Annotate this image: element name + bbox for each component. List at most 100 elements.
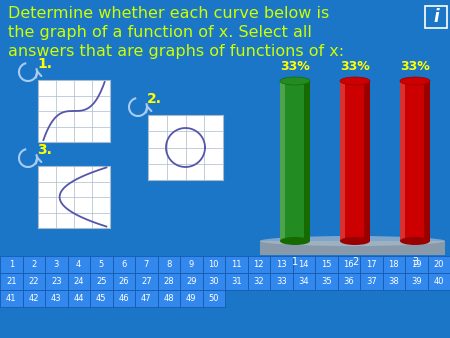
Bar <box>270 256 292 273</box>
Bar <box>400 81 405 241</box>
Bar <box>22 256 45 273</box>
Text: 5: 5 <box>99 260 104 269</box>
Bar <box>90 273 112 290</box>
Bar <box>400 81 430 241</box>
Text: 3: 3 <box>54 260 59 269</box>
Bar <box>68 256 90 273</box>
Bar <box>180 256 202 273</box>
Ellipse shape <box>400 237 430 245</box>
Bar <box>382 256 405 273</box>
Bar <box>45 256 68 273</box>
Text: 29: 29 <box>186 277 197 286</box>
Text: 1: 1 <box>292 257 298 267</box>
Text: 31: 31 <box>231 277 242 286</box>
Text: 2: 2 <box>352 257 358 267</box>
Bar <box>38 166 110 228</box>
Bar <box>364 81 370 241</box>
Bar <box>68 273 90 290</box>
Text: 9: 9 <box>189 260 194 269</box>
Bar <box>340 81 370 241</box>
Text: 44: 44 <box>73 294 84 303</box>
Text: 50: 50 <box>208 294 219 303</box>
Text: 28: 28 <box>163 277 174 286</box>
Bar <box>158 290 180 307</box>
Text: 34: 34 <box>298 277 309 286</box>
Text: 12: 12 <box>253 260 264 269</box>
Bar <box>425 6 447 28</box>
Bar <box>304 81 310 241</box>
Text: 7: 7 <box>144 260 149 269</box>
Text: 42: 42 <box>28 294 39 303</box>
Text: 14: 14 <box>298 260 309 269</box>
Bar <box>280 81 310 241</box>
Text: 19: 19 <box>411 260 422 269</box>
Bar <box>315 256 338 273</box>
Text: 24: 24 <box>73 277 84 286</box>
Bar <box>405 256 428 273</box>
Bar <box>338 273 360 290</box>
Bar <box>338 256 360 273</box>
Bar <box>248 256 270 273</box>
Bar <box>428 256 450 273</box>
Text: 49: 49 <box>186 294 197 303</box>
Text: i: i <box>433 8 439 26</box>
Bar <box>292 273 315 290</box>
Bar <box>424 81 430 241</box>
Bar <box>180 273 202 290</box>
Bar <box>22 273 45 290</box>
Text: 25: 25 <box>96 277 107 286</box>
Text: 45: 45 <box>96 294 107 303</box>
Ellipse shape <box>280 237 310 245</box>
Text: 16: 16 <box>343 260 354 269</box>
Text: 33%: 33% <box>280 60 310 73</box>
Text: 11: 11 <box>231 260 242 269</box>
Text: 36: 36 <box>343 277 354 286</box>
Bar <box>202 273 225 290</box>
Bar <box>112 256 135 273</box>
Text: 39: 39 <box>411 277 422 286</box>
Bar <box>360 256 382 273</box>
Text: 48: 48 <box>163 294 174 303</box>
Bar <box>38 80 110 142</box>
Bar <box>428 273 450 290</box>
Text: 22: 22 <box>28 277 39 286</box>
Bar <box>68 290 90 307</box>
Text: 15: 15 <box>321 260 332 269</box>
Text: 38: 38 <box>388 277 399 286</box>
Bar <box>148 115 223 180</box>
Bar <box>315 273 338 290</box>
Text: 26: 26 <box>118 277 129 286</box>
Text: 2: 2 <box>31 260 36 269</box>
Text: 13: 13 <box>276 260 287 269</box>
Bar <box>292 256 315 273</box>
Bar <box>360 273 382 290</box>
Bar <box>135 290 158 307</box>
Bar <box>0 290 22 307</box>
Text: 1.: 1. <box>37 57 52 71</box>
Text: 35: 35 <box>321 277 332 286</box>
Bar <box>90 256 112 273</box>
Text: 3.: 3. <box>37 143 52 157</box>
Text: 33%: 33% <box>340 60 370 73</box>
Text: 43: 43 <box>51 294 62 303</box>
Text: 32: 32 <box>253 277 264 286</box>
Text: 33: 33 <box>276 277 287 286</box>
Bar <box>135 256 158 273</box>
Ellipse shape <box>400 77 430 85</box>
Text: 6: 6 <box>121 260 126 269</box>
Bar <box>270 273 292 290</box>
Text: 27: 27 <box>141 277 152 286</box>
Bar <box>135 273 158 290</box>
Bar <box>340 81 345 241</box>
Bar <box>158 256 180 273</box>
Bar <box>45 273 68 290</box>
Bar <box>225 256 248 273</box>
Text: 2.: 2. <box>147 92 162 106</box>
Ellipse shape <box>260 236 445 246</box>
Text: 40: 40 <box>433 277 444 286</box>
Bar <box>90 290 112 307</box>
Text: 46: 46 <box>118 294 129 303</box>
Bar <box>225 273 248 290</box>
Bar <box>202 256 225 273</box>
Bar <box>202 290 225 307</box>
